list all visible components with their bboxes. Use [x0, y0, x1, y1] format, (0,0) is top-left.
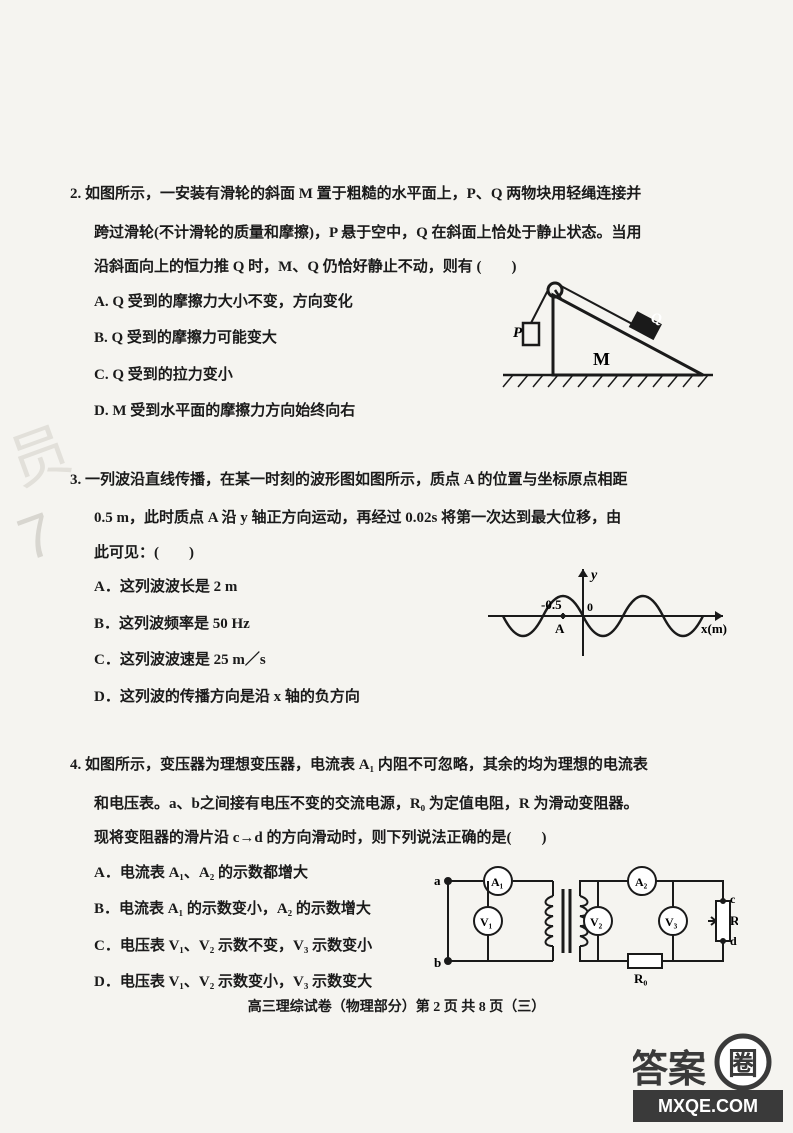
svg-text:P: P: [513, 325, 523, 341]
svg-text:-0.5: -0.5: [541, 597, 562, 612]
svg-text:d: d: [730, 934, 737, 948]
svg-text:A₂: A₂: [635, 875, 648, 889]
svg-text:M: M: [593, 349, 610, 369]
svg-text:R₀: R₀: [634, 971, 647, 986]
q4-stem-line3: 现将变阻器的滑片沿 c→d 的方向滑动时，则下列说法正确的是( ): [70, 824, 723, 853]
svg-text:0: 0: [587, 600, 593, 614]
q2-stem-line1: 2. 如图所示，一安装有滑轮的斜面 M 置于粗糙的水平面上，P、Q 两物块用轻绳…: [70, 180, 723, 209]
svg-text:c: c: [730, 892, 736, 906]
svg-text:圈: 圈: [728, 1048, 758, 1081]
q2-stem-line2: 跨过滑轮(不计滑轮的质量和摩擦)，P 悬于空中，Q 在斜面上恰处于静止状态。当用: [70, 219, 723, 248]
svg-text:答案: 答案: [633, 1049, 707, 1091]
q4-stem-line1: 4. 如图所示，变压器为理想变压器，电流表 A₁ 内阻不可忽略，其余的均为理想的…: [70, 751, 723, 780]
watermark-logo: MXQE.COM 答案 圈: [633, 1032, 783, 1122]
question-2: 2. 如图所示，一安装有滑轮的斜面 M 置于粗糙的水平面上，P、Q 两物块用轻绳…: [70, 180, 723, 426]
q3-stem-line2: 0.5 m，此时质点 A 沿 y 轴正方向运动，再经过 0.02s 将第一次达到…: [70, 504, 723, 533]
q2-figure-incline: P Q M: [493, 275, 723, 395]
svg-text:MXQE.COM: MXQE.COM: [658, 1096, 758, 1116]
q3-choice-d: D．这列波的传播方向是沿 x 轴的负方向: [94, 683, 723, 712]
question-3: 3. 一列波沿直线传播，在某一时刻的波形图如图所示，质点 A 的位置与坐标原点相…: [70, 466, 723, 712]
svg-text:x(m): x(m): [701, 621, 727, 636]
svg-text:A₁: A₁: [491, 875, 504, 889]
svg-text:Q: Q: [651, 311, 662, 327]
svg-text:a: a: [434, 873, 441, 888]
svg-text:b: b: [434, 955, 441, 970]
svg-text:V₃: V₃: [665, 915, 678, 929]
question-4: 4. 如图所示，变压器为理想变压器，电流表 A₁ 内阻不可忽略，其余的均为理想的…: [70, 751, 723, 997]
svg-text:V₂: V₂: [590, 915, 603, 929]
q2-choice-d: D. M 受到水平面的摩擦力方向始终向右: [94, 397, 723, 426]
q3-stem-line1: 3. 一列波沿直线传播，在某一时刻的波形图如图所示，质点 A 的位置与坐标原点相…: [70, 466, 723, 495]
page-footer: 高三理综试卷（物理部分）第 2 页 共 8 页（三）: [0, 995, 793, 1022]
svg-text:V₁: V₁: [480, 915, 493, 929]
q4-stem-line2: 和电压表。a、b之间接有电压不变的交流电源，R₀ 为定值电阻，R 为滑动变阻器。: [70, 790, 723, 819]
q3-figure-wave: -0.5 A 0 y x(m): [483, 561, 733, 671]
svg-text:R: R: [730, 913, 738, 928]
svg-text:A: A: [555, 621, 565, 636]
svg-text:y: y: [589, 568, 598, 583]
q4-figure-circuit: a b A₁ A₂ V₁ V₂ V₃ R₀ c d R: [428, 851, 738, 991]
